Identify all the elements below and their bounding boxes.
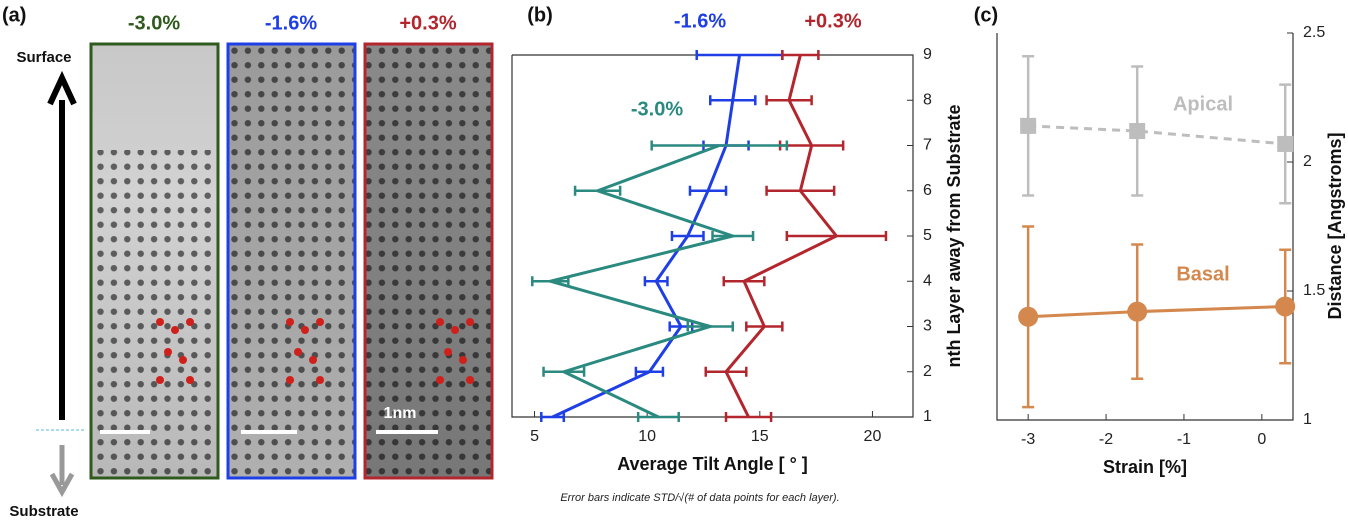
y-tick-label: 7 <box>923 137 932 154</box>
y-tick-label: 9 <box>923 46 932 63</box>
x-tick-label: 20 <box>864 428 882 445</box>
x-tick-label: 10 <box>638 428 656 445</box>
series-label: -3.0% <box>631 98 683 120</box>
marker <box>1277 136 1293 152</box>
panel-label: (c) <box>974 4 998 26</box>
series-line <box>1028 306 1285 316</box>
marker <box>1127 302 1147 322</box>
y-tick-label: 3 <box>923 318 932 335</box>
marker <box>1275 296 1295 316</box>
panel-label: (b) <box>527 4 553 26</box>
strain-label: -3.0% <box>128 12 180 34</box>
error-bar <box>645 276 668 286</box>
y-tick-label: 4 <box>923 272 932 289</box>
strain-label: -1.6% <box>265 12 317 34</box>
x-tick-label: -1 <box>1177 431 1191 448</box>
surface-label: Surface <box>16 49 71 66</box>
atom-columns <box>91 150 218 478</box>
panel-label: (a) <box>2 4 26 26</box>
x-tick-label: 0 <box>1257 431 1266 448</box>
series-label: Basal <box>1176 263 1229 285</box>
figure: (a) -3.0% -1.6% +0.3% 1nm Surface Substr… <box>0 0 1348 522</box>
x-tick-label: 15 <box>751 428 769 445</box>
y-axis-label: Distance [Angstroms] <box>1325 132 1345 319</box>
y-tick-label: 1 <box>1303 411 1312 428</box>
x-tick-label: -3 <box>1021 431 1035 448</box>
atom-columns <box>228 44 355 478</box>
y-axis-label: nth Layer away from Substrate <box>944 104 964 367</box>
series-label: -1.6% <box>674 10 726 32</box>
y-tick-label: 6 <box>923 182 932 199</box>
y-tick-label: 2.5 <box>1303 24 1325 41</box>
x-axis-label: Average Tilt Angle [ ° ] <box>617 454 808 474</box>
marker <box>1018 307 1038 327</box>
substrate-label: Substrate <box>9 503 78 520</box>
marker <box>1020 118 1036 134</box>
error-bar <box>706 367 747 377</box>
y-tick-label: 1 <box>923 408 932 425</box>
y-tick-label: 2 <box>1303 153 1312 170</box>
error-bar <box>787 231 886 241</box>
panel-a: (a) -3.0% -1.6% +0.3% 1nm Surface Substr… <box>2 4 492 520</box>
error-bar <box>638 412 679 422</box>
y-tick-label: 5 <box>923 227 932 244</box>
error-bar <box>575 186 620 196</box>
error-bar <box>726 412 771 422</box>
series-label: +0.3% <box>804 10 861 32</box>
y-tick-label: 2 <box>923 363 932 380</box>
x-axis-label: Strain [%] <box>1103 457 1187 477</box>
scale-bar-label: 1nm <box>384 405 417 422</box>
axis-frame <box>997 33 1293 420</box>
x-tick-label: -2 <box>1099 431 1113 448</box>
marker <box>1129 123 1145 139</box>
x-tick-label: 5 <box>530 428 539 445</box>
error-bar <box>652 141 787 151</box>
series-line <box>1028 126 1285 144</box>
strain-label: +0.3% <box>399 12 456 34</box>
y-tick-label: 8 <box>923 91 932 108</box>
series-label: Apical <box>1173 93 1233 115</box>
footnote: Error bars indicate STD/√(# of data poin… <box>560 492 839 504</box>
y-tick-label: 1.5 <box>1303 282 1325 299</box>
